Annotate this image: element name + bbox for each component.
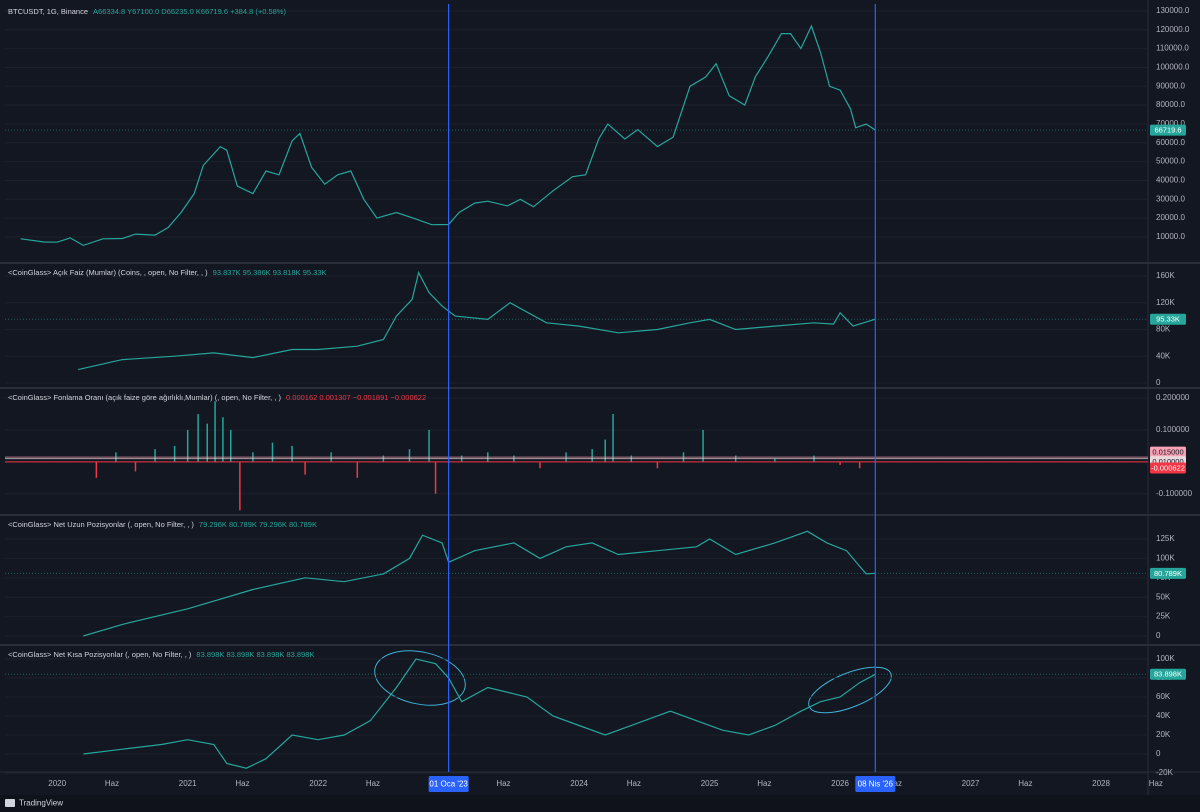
y-tick-label: 0 [1156,749,1161,758]
series-line [83,658,876,769]
pane-title: <CoinGlass> Fonlama Oranı (açık faize gö… [8,393,282,402]
price-tag-label: 80.789K [1154,569,1182,578]
series-line [77,270,876,371]
x-tick-label: 2028 [1092,779,1110,788]
pane-values: 83.898K 83.898K 83.898K 83.898K [196,650,314,659]
y-tick-label: 100K [1156,554,1175,563]
x-tick-label: 2020 [48,779,66,788]
pane-legend: <CoinGlass> Net Uzun Pozisyonlar (, open… [8,520,317,529]
plot [77,270,876,371]
series-line [83,530,876,637]
y-tick-label: 70000.0 [1156,119,1185,128]
y-tick-label: -0.100000 [1156,489,1193,498]
x-tick-label: 2025 [701,779,719,788]
price-tag [1150,313,1186,325]
y-tick-label: 60000.0 [1156,138,1185,147]
footer-bar [0,795,1200,812]
y-tick-label: 0.200000 [1156,393,1190,402]
pane-legend: <CoinGlass> Açık Faiz (Mumlar) (Coins, ,… [8,268,327,277]
y-tick-label: 80000.0 [1156,100,1185,109]
x-tick-label: Haz [757,779,771,788]
x-tick-label: 2021 [179,779,197,788]
x-tick-label: 2024 [570,779,588,788]
price-tag-label: 95.33K [1156,315,1180,324]
crosshair-tag [855,776,896,792]
y-tick-label: 130000.0 [1156,6,1190,15]
y-tick-label: 20K [1156,730,1171,739]
x-tick-label: Haz [1018,779,1032,788]
y-tick-label: 20000.0 [1156,213,1185,222]
x-tick-label: 2027 [962,779,980,788]
pane-title: <CoinGlass> Açık Faiz (Mumlar) (Coins, ,… [8,268,208,277]
pane-values: 79.296K 80.789K 79.296K 80.789K [199,520,317,529]
y-tick-label: 40K [1156,711,1171,720]
y-tick-label: 110000.0 [1156,44,1189,53]
y-tick-label: 80K [1156,325,1171,334]
pane-title: <CoinGlass> Net Uzun Pozisyonlar (, open… [8,520,194,529]
x-tick-label: 2026 [831,779,849,788]
crosshair-label: 01 Oca '23 [429,780,468,789]
y-tick-label: 40K [1156,351,1171,360]
series-line [20,24,876,247]
price-tag [1150,446,1186,458]
pane-title: BTCUSDT, 1G, Binance [8,7,88,16]
price-tag [1150,462,1186,474]
y-tick-label: 60K [1156,692,1171,701]
price-tag [1150,124,1186,136]
y-tick-label: 90000.0 [1156,81,1185,90]
pane-title: <CoinGlass> Net Kısa Pozisyonlar (, open… [8,650,192,659]
x-tick-label: Haz [627,779,641,788]
y-tick-label: 0.100000 [1156,425,1190,434]
y-tick-label: 25K [1156,612,1171,621]
price-tag-label: 83.898K [1154,670,1182,679]
y-tick-label: 160K [1156,271,1175,280]
annotation-ellipse [808,666,892,714]
annotation-ellipse [374,650,466,706]
x-tick-label: Haz [105,779,119,788]
pane-legend: <CoinGlass> Net Kısa Pozisyonlar (, open… [8,650,314,659]
y-tick-label: 0 [1156,378,1161,387]
price-tag-label: -0.000622 [1151,464,1185,473]
price-tag-label: 0.010000 [1152,457,1183,466]
y-tick-label: 50000.0 [1156,157,1185,166]
y-tick-label: 50K [1156,592,1171,601]
tradingview-logo [5,799,15,807]
y-tick-label: 40000.0 [1156,176,1185,185]
price-tag-label: 66719.6 [1154,126,1181,135]
pane-legend: <CoinGlass> Fonlama Oranı (açık faize gö… [8,393,426,402]
y-tick-label: 100000.0 [1156,63,1190,72]
plot [20,24,876,247]
x-tick-label: Haz [496,779,510,788]
price-tag-label: 0.015000 [1152,448,1183,457]
x-tick-label: Haz [1149,779,1163,788]
x-tick-label: Haz [366,779,380,788]
pane-legend: BTCUSDT, 1G, Binance A66334.8 Y67100.0 D6… [8,7,286,16]
y-tick-label: 125K [1156,534,1175,543]
x-tick-label: Haz [235,779,249,788]
y-tick-label: 10000.0 [1156,232,1185,241]
y-tick-label: -20K [1156,768,1174,777]
pane-values: 0.000162 0.001307 −0.001891 −0.000622 [286,393,426,402]
price-tag [1150,668,1186,680]
plot [83,530,876,637]
y-tick-label: 0 [1156,631,1161,640]
pane-values: 93.837K 95.386K 93.818K 95.33K [213,268,327,277]
price-tag [1150,567,1186,579]
crosshair-label: 08 Nis '26 [858,780,894,789]
y-tick-label: 30000.0 [1156,194,1185,203]
x-tick-label: 2022 [309,779,327,788]
plot [95,401,877,511]
brand: TradingView [19,799,63,808]
y-tick-label: 120K [1156,298,1175,307]
pane-values: A66334.8 Y67100.0 D66235.0 K66719.6 +384… [93,7,286,16]
crosshair-tag [428,776,469,792]
y-tick-label: 120000.0 [1156,25,1190,34]
y-tick-label: 100K [1156,654,1175,663]
plot [83,658,876,769]
